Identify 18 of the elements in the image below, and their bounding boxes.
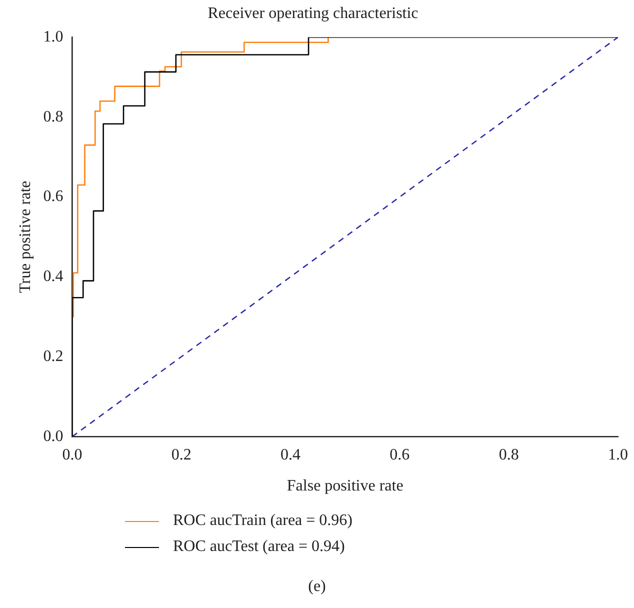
x-axis-title: False positive rate [286, 478, 404, 495]
y-tick-label: 0.6 [43, 188, 64, 206]
chart-title: Receiver operating characteristic [208, 4, 418, 22]
y-tick-label: 0.4 [43, 268, 64, 286]
y-axis-title: True positive rate [16, 180, 34, 294]
legend-label: ROC aucTrain (area = 0.96) [173, 512, 352, 530]
y-tick-label: 0.2 [43, 348, 64, 365]
x-tick-label: 0.0 [62, 446, 82, 464]
x-tick-label: 0.2 [171, 446, 192, 464]
x-tick-label: 1.0 [608, 446, 628, 464]
legend-label: ROC aucTest (area = 0.94) [173, 538, 345, 556]
x-tick-label: 0.4 [280, 446, 301, 464]
y-tick-label: 0.8 [43, 108, 64, 126]
y-tick-label: 1.0 [43, 28, 64, 46]
x-tick-label: 0.8 [498, 446, 519, 464]
y-tick-label: 0.0 [43, 428, 64, 445]
x-tick-label: 0.6 [390, 446, 410, 464]
text: (e) [307, 578, 327, 596]
